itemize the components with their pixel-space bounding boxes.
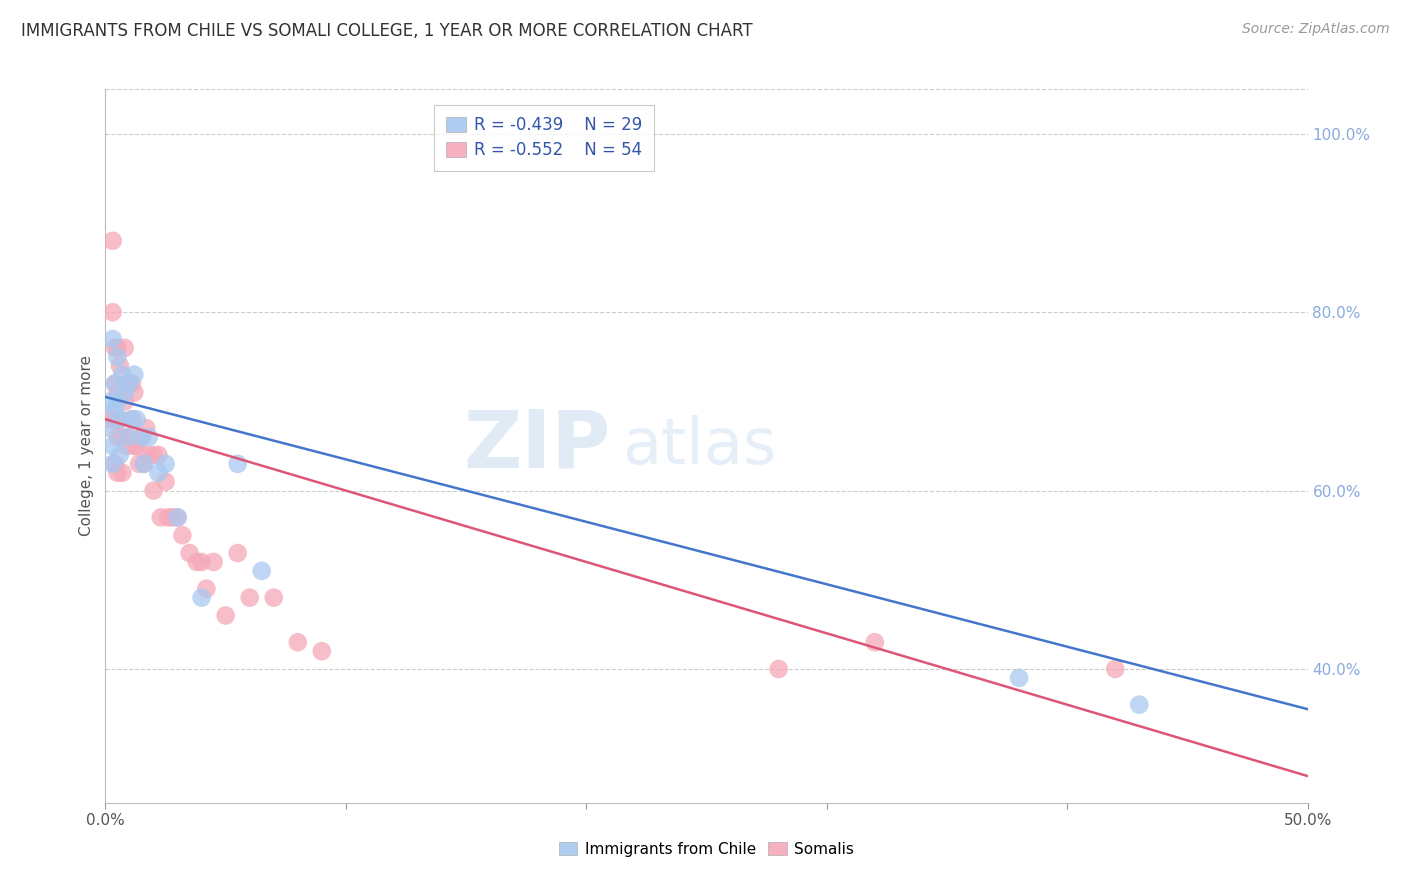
Text: atlas: atlas [623, 415, 776, 477]
Point [138, 448, 160, 462]
Point [142, 448, 165, 462]
Point [108, 412, 131, 426]
Point [311, 644, 333, 658]
Point [101, 439, 124, 453]
Point [118, 376, 141, 391]
Point [148, 448, 170, 462]
Point [239, 591, 262, 605]
Point [111, 466, 134, 480]
Point [107, 466, 129, 480]
Point [101, 332, 124, 346]
Point [138, 430, 160, 444]
Point [863, 635, 886, 649]
Point [155, 457, 177, 471]
Point [111, 430, 134, 444]
Point [1008, 671, 1031, 685]
Legend: Immigrants from Chile, Somalis: Immigrants from Chile, Somalis [553, 836, 860, 863]
Point [107, 430, 129, 444]
Point [108, 412, 131, 426]
Point [104, 457, 127, 471]
Point [125, 412, 148, 426]
Text: IMMIGRANTS FROM CHILE VS SOMALI COLLEGE, 1 YEAR OR MORE CORRELATION CHART: IMMIGRANTS FROM CHILE VS SOMALI COLLEGE,… [21, 22, 752, 40]
Point [124, 368, 146, 382]
Point [287, 635, 309, 649]
Point [118, 430, 141, 444]
Point [104, 403, 127, 417]
Point [124, 385, 146, 400]
Point [104, 376, 127, 391]
Point [107, 350, 129, 364]
Point [135, 421, 157, 435]
Point [98, 412, 121, 426]
Point [156, 510, 179, 524]
Point [107, 385, 129, 400]
Point [1128, 698, 1150, 712]
Point [111, 368, 134, 382]
Point [101, 234, 124, 248]
Point [214, 608, 236, 623]
Point [104, 376, 127, 391]
Point [132, 457, 155, 471]
Point [114, 394, 136, 409]
Point [107, 394, 129, 409]
Point [149, 510, 172, 524]
Point [250, 564, 273, 578]
Point [125, 439, 148, 453]
Point [108, 359, 131, 373]
Point [128, 457, 150, 471]
Point [190, 591, 212, 605]
Point [172, 528, 194, 542]
Point [104, 412, 127, 426]
Text: Source: ZipAtlas.com: Source: ZipAtlas.com [1241, 22, 1389, 37]
Point [148, 466, 170, 480]
Point [124, 439, 146, 453]
Point [101, 457, 124, 471]
Point [107, 341, 129, 355]
Point [190, 555, 212, 569]
Point [179, 546, 201, 560]
Point [108, 448, 131, 462]
Point [114, 385, 136, 400]
Point [101, 305, 124, 319]
Point [166, 510, 188, 524]
Point [226, 457, 249, 471]
Point [202, 555, 225, 569]
Point [121, 412, 143, 426]
Y-axis label: College, 1 year or more: College, 1 year or more [79, 356, 94, 536]
Point [155, 475, 177, 489]
Point [226, 546, 249, 560]
Point [768, 662, 790, 676]
Point [98, 421, 121, 435]
Point [131, 430, 153, 444]
Point [132, 457, 155, 471]
Point [118, 376, 141, 391]
Point [104, 341, 127, 355]
Point [263, 591, 285, 605]
Point [162, 510, 184, 524]
Point [114, 341, 136, 355]
Point [115, 430, 138, 444]
Point [121, 412, 143, 426]
Point [131, 430, 153, 444]
Point [195, 582, 218, 596]
Point [166, 510, 188, 524]
Point [115, 439, 138, 453]
Point [1104, 662, 1126, 676]
Point [121, 376, 143, 391]
Point [186, 555, 208, 569]
Text: ZIP: ZIP [463, 407, 610, 485]
Point [142, 483, 165, 498]
Point [115, 376, 138, 391]
Point [98, 394, 121, 409]
